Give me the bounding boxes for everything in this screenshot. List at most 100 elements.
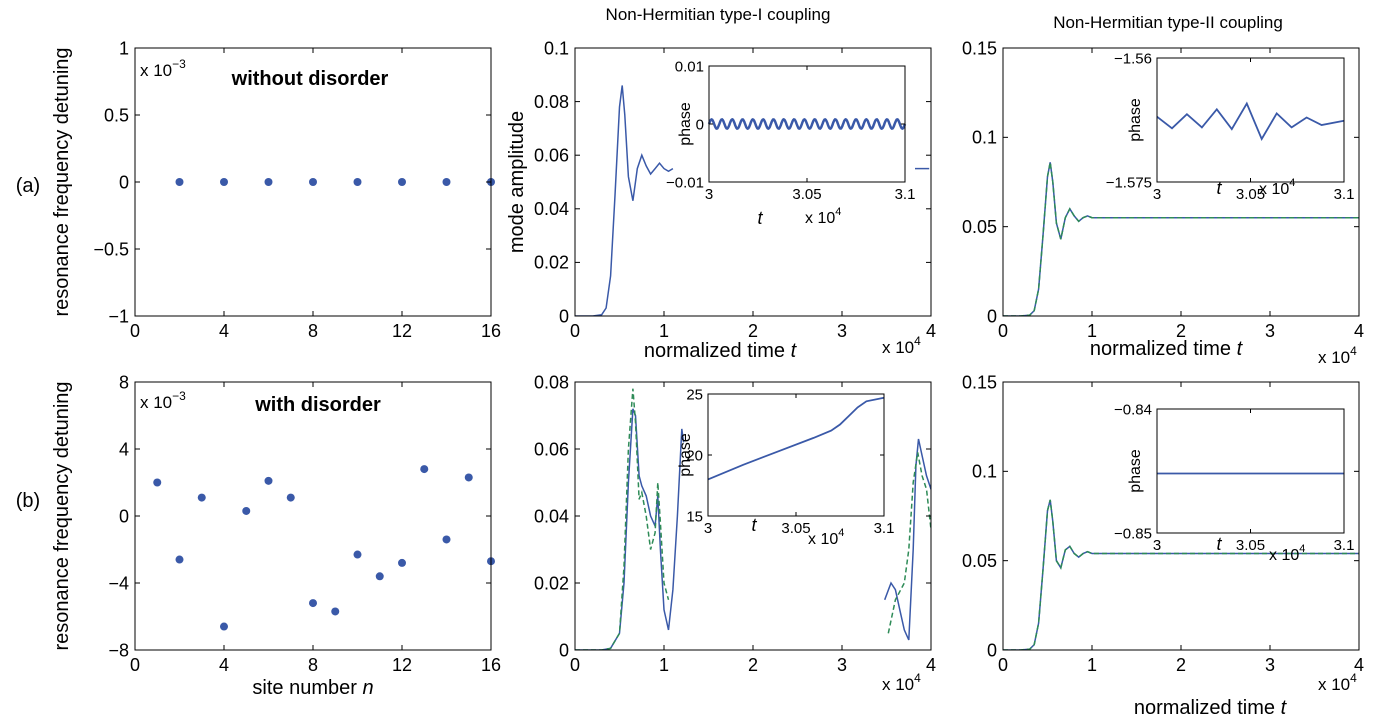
axis-ytick-label: 0.1 <box>544 38 569 58</box>
inset-background <box>1157 409 1344 533</box>
inset-background <box>1157 58 1344 182</box>
inset-ytick-label: −1.575 <box>1106 174 1152 191</box>
axis-xtick-label: 4 <box>1354 655 1364 675</box>
axis-xtick-label: 2 <box>748 321 758 341</box>
axis-xtick-label: 12 <box>392 655 412 675</box>
axes-frame <box>134 381 492 651</box>
inset-a3: 3 3.05 3.1 −1.575 −1.56 phase t x 104 <box>1106 50 1355 203</box>
axis-xtick-label: 1 <box>1087 655 1097 675</box>
data-point <box>197 493 206 502</box>
inset-x-axis-label: t <box>757 208 763 228</box>
axis-ytick-label: 0 <box>119 506 129 526</box>
data-point <box>309 599 317 608</box>
data-point <box>309 178 317 186</box>
axis-ytick-label: −0.5 <box>93 239 129 259</box>
axis-xtick-label: 0 <box>570 321 580 341</box>
axis-ytick-label: 0.15 <box>962 38 997 58</box>
inset-x-axis-label: t <box>1216 178 1222 198</box>
inset-xtick-label: 3.1 <box>1334 537 1355 554</box>
axis-xtick-label: 0 <box>130 321 140 341</box>
axis-xtick-label: 0 <box>998 655 1008 675</box>
inset-x-axis-label: t <box>751 515 757 535</box>
data-point <box>264 476 273 485</box>
series-line <box>883 438 931 641</box>
column-title-type-ii: Non-Hermitian type-II coupling <box>1053 13 1283 32</box>
inset-series-line <box>1156 101 1345 142</box>
axis-xtick-label: 2 <box>1176 655 1186 675</box>
inset-b3: 3 3.05 3.1 −0.85 −0.84 phase t x 104 <box>1114 401 1354 564</box>
inset-ytick-label: −1.56 <box>1114 50 1152 67</box>
inset-y-axis-label: phase <box>677 102 694 146</box>
inset-xtick-label: 3 <box>1153 537 1161 554</box>
axis-xtick-label: 8 <box>308 321 318 341</box>
panel-a2: 0 1 2 3 4 0 0.02 0.04 0.06 0.08 0.1 mode amplitude n… <box>506 38 936 362</box>
axis-ytick-label: 0.08 <box>534 372 569 392</box>
axis-xtick-label: 4 <box>219 321 229 341</box>
axis-xtick-label: 4 <box>1354 321 1364 341</box>
inset-xtick-label: 3.05 <box>1236 537 1265 554</box>
axis-xtick-label: 0 <box>998 321 1008 341</box>
y-exponent-label: x 10−3 <box>140 57 186 80</box>
axis-ytick-label: 0.02 <box>534 253 569 273</box>
x-axis-label: normalized time t <box>644 340 798 362</box>
inset-ytick-label: 0 <box>696 116 704 133</box>
x-axis-label: normalized time t <box>1134 697 1288 719</box>
inset-xtick-label: 3.1 <box>1334 186 1355 203</box>
data-point <box>353 550 362 559</box>
axis-ytick-label: 0.15 <box>962 372 997 392</box>
axis-ytick-label: 1 <box>119 38 129 58</box>
axis-xtick-label: 3 <box>1265 655 1275 675</box>
data-point <box>175 555 184 564</box>
inset-x-axis-label: t <box>1216 534 1222 554</box>
data-point <box>464 473 473 482</box>
inset-x-exponent-label: x 104 <box>808 527 844 548</box>
axis-ytick-label: 8 <box>119 372 129 392</box>
inset-background <box>708 394 884 516</box>
panel-annotation: without disorder <box>231 68 389 90</box>
row-label-b: (b) <box>16 490 40 512</box>
axis-ytick-label: −4 <box>108 573 129 593</box>
inset-ytick-label: 0.01 <box>675 58 704 75</box>
data-point <box>286 493 295 502</box>
axis-ytick-label: 0 <box>119 172 129 192</box>
axis-ytick-label: 0.5 <box>104 105 129 125</box>
inset-ytick-label: 15 <box>686 508 703 525</box>
axis-ytick-label: 0.02 <box>534 573 569 593</box>
axis-xtick-label: 3 <box>1265 321 1275 341</box>
axis-xtick-label: 3 <box>837 321 847 341</box>
axis-ytick-label: 0.1 <box>972 128 997 148</box>
axis-ytick-label: 0.05 <box>962 551 997 571</box>
inset-xtick-label: 3.1 <box>874 520 895 537</box>
inset-b2: 3 3.05 3.1 15 20 25 phase t x 104 <box>677 386 894 548</box>
series-line-dashed <box>1003 162 1359 316</box>
axis-xtick-label: 4 <box>219 655 229 675</box>
data-point <box>398 558 406 567</box>
data-point <box>220 178 228 186</box>
axis-ytick-label: 0.06 <box>534 146 569 166</box>
axis-ytick-label: 0 <box>987 640 997 660</box>
x-exponent-label: x 104 <box>1318 344 1357 367</box>
inset-xtick-label: 3.1 <box>895 186 916 203</box>
row-label-a: (a) <box>16 175 40 197</box>
inset-xtick-label: 3.05 <box>1236 186 1265 203</box>
inset-series-line <box>707 117 907 131</box>
axis-ytick-label: 0.04 <box>534 506 569 526</box>
data-point <box>420 465 429 474</box>
series-line <box>575 408 685 650</box>
axis-ytick-label: 0.05 <box>962 217 997 237</box>
axis-ytick-label: 0.04 <box>534 199 569 219</box>
y-axis-label: mode amplitude <box>506 111 528 253</box>
inset-ytick-label: 25 <box>686 386 703 403</box>
data-point <box>331 607 340 616</box>
x-axis-label: normalized time t <box>1090 338 1244 360</box>
axis-ytick-label: −8 <box>108 640 129 660</box>
axis-ytick-label: 4 <box>119 439 129 459</box>
data-point <box>220 622 228 631</box>
axis-xtick-label: 12 <box>392 321 412 341</box>
panel-a1: 0 4 8 12 16 −1 −0.5 0 0.5 1 resonance frequency de… <box>51 38 501 341</box>
x-exponent-label: x 104 <box>882 334 921 357</box>
axis-xtick-label: 0 <box>570 655 580 675</box>
